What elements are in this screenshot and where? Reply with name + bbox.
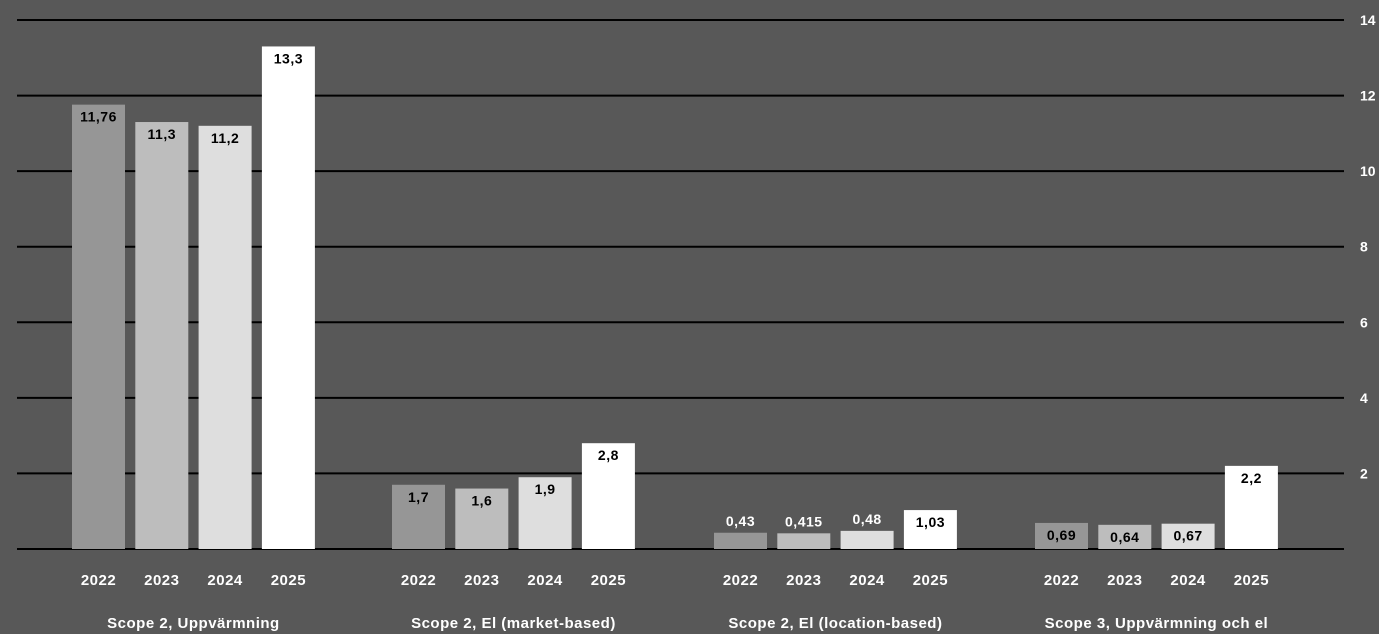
bar (1035, 522, 1088, 549)
data-label: 0,415 (785, 513, 823, 529)
y-tick-label: 4 (1360, 390, 1368, 406)
data-label: 11,3 (148, 126, 176, 142)
group-label: Scope 3, Uppvärmning och el (1045, 615, 1269, 632)
data-label: 1,6 (471, 493, 492, 509)
y-tick-label: 2 (1360, 465, 1368, 481)
labels: 11,76 2022 11,3 2023 11,2 2024 13,3 2025 Scope 2… (80, 50, 1269, 632)
x-tick-label: 2024 (1170, 572, 1206, 589)
x-tick-label: 2025 (271, 572, 306, 589)
x-tick-label: 2024 (527, 572, 563, 589)
x-tick-label: 2025 (591, 572, 626, 589)
bar (198, 125, 252, 550)
group-label: Scope 2, Uppvärmning (107, 615, 280, 632)
data-label: 11,76 (80, 109, 117, 125)
bar (1161, 523, 1215, 549)
bar (518, 477, 572, 549)
bar (455, 488, 509, 549)
data-label: 0,69 (1047, 527, 1076, 543)
x-tick-label: 2022 (81, 572, 116, 589)
x-tick-label: 2025 (913, 572, 948, 589)
bar (392, 484, 445, 549)
data-label: 2,2 (1241, 470, 1262, 486)
x-tick-label: 2022 (723, 572, 758, 589)
y-tick-label: 10 (1360, 163, 1376, 179)
bar (777, 533, 831, 549)
bar (840, 530, 894, 549)
x-tick-label: 2023 (786, 572, 821, 589)
data-label: 0,48 (852, 511, 881, 527)
bar (581, 443, 635, 549)
data-label: 0,67 (1173, 528, 1202, 544)
bar (714, 532, 767, 549)
x-tick-label: 2022 (1044, 572, 1079, 589)
data-label: 0,43 (726, 513, 755, 529)
x-tick-label: 2023 (144, 572, 179, 589)
data-label: 1,03 (916, 514, 945, 530)
y-tick-label: 12 (1360, 88, 1376, 104)
x-tick-label: 2023 (1107, 572, 1142, 589)
data-label: 2,8 (598, 447, 619, 463)
y-tick-label: 14 (1360, 12, 1376, 28)
group-label: Scope 2, El (location-based) (728, 615, 942, 632)
y-tick-label: 6 (1360, 314, 1368, 330)
bar (135, 122, 189, 550)
data-label: 13,3 (274, 50, 303, 66)
bar (1224, 465, 1278, 549)
x-tick-label: 2023 (464, 572, 499, 589)
x-tick-label: 2025 (1234, 572, 1269, 589)
bar (261, 46, 315, 549)
bar (1098, 524, 1152, 549)
data-label: 0,64 (1110, 529, 1139, 545)
bar (903, 510, 957, 549)
bar (72, 104, 125, 549)
y-axis-ticks: 2 4 6 8 10 12 14 (1360, 12, 1376, 481)
group-label: Scope 2, El (market-based) (411, 615, 616, 632)
y-tick-label: 8 (1360, 239, 1368, 255)
data-label: 11,2 (211, 130, 239, 146)
x-tick-label: 2024 (207, 572, 243, 589)
x-tick-label: 2024 (849, 572, 885, 589)
x-tick-label: 2022 (401, 572, 436, 589)
data-label: 1,9 (535, 481, 556, 497)
bars (72, 46, 1278, 550)
data-label: 1,7 (408, 489, 429, 505)
